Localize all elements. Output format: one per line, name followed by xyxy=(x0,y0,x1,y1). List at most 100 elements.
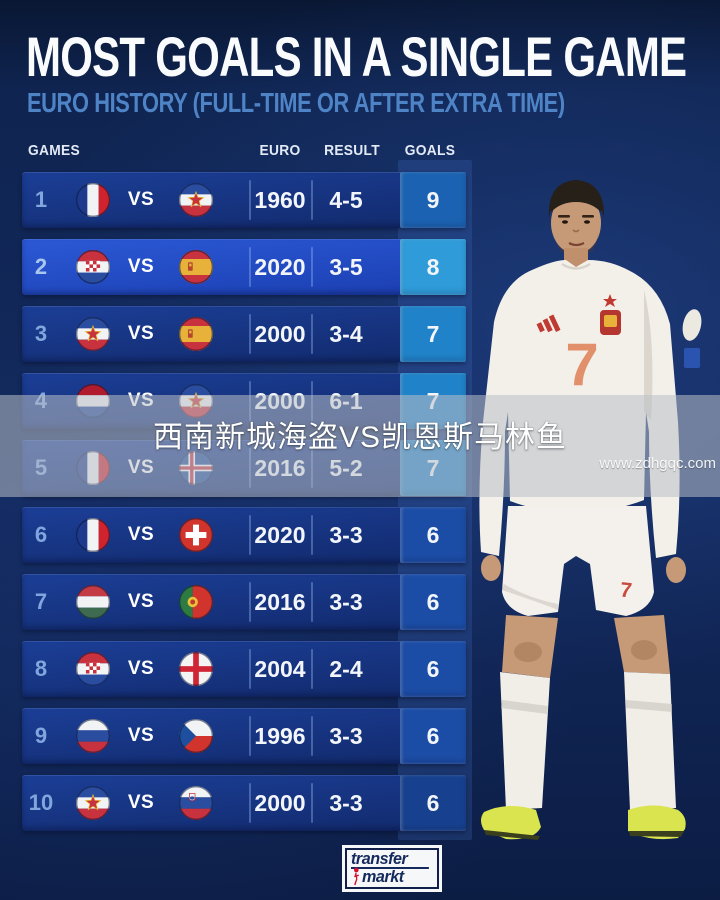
column-divider xyxy=(249,515,251,555)
table-row: 7 VS 2016 3-3 6 xyxy=(22,574,466,630)
vs-label: VS xyxy=(127,658,155,679)
column-divider xyxy=(311,515,313,555)
watermark-text: www.zdhgqc.com xyxy=(599,455,716,472)
flag-czech-icon xyxy=(179,719,213,753)
goals-value: 6 xyxy=(426,723,440,749)
rank-label: 8 xyxy=(34,656,48,681)
caption-overlay-band: 西南新城海盗VS凯恩斯马林鱼 www.zdhgqc.com xyxy=(0,395,720,497)
goals-cell: 6 xyxy=(400,708,466,764)
result-score: 3-4 xyxy=(329,321,363,347)
result-score: 3-3 xyxy=(329,723,363,749)
euro-year: 2020 xyxy=(254,254,306,280)
flag-spain-icon xyxy=(179,317,213,351)
boot-right xyxy=(628,805,686,840)
column-header-games: GAMES xyxy=(28,142,80,159)
column-divider xyxy=(311,582,313,622)
vs-label: VS xyxy=(127,323,155,344)
vs-label: VS xyxy=(127,189,155,210)
goals-value: 7 xyxy=(426,321,440,347)
goals-cell: 6 xyxy=(400,641,466,697)
column-divider xyxy=(249,582,251,622)
result-score: 4-5 xyxy=(329,187,363,213)
goals-cell: 6 xyxy=(400,507,466,563)
goals-cell: 6 xyxy=(400,775,466,831)
goals-value: 8 xyxy=(426,254,440,280)
table-row: 3 VS 2000 3-4 7 xyxy=(22,306,466,362)
vs-label: VS xyxy=(127,256,155,277)
logo-line2-text: markt xyxy=(362,867,404,886)
flag-yugoslavia-icon xyxy=(179,183,213,217)
page-subtitle: EURO HISTORY (FULL-TIME OR AFTER EXTRA T… xyxy=(27,87,565,118)
player-hair xyxy=(548,180,605,218)
goals-cell: 9 xyxy=(400,172,466,228)
vs-label: VS xyxy=(127,524,155,545)
sleeve-patch xyxy=(682,309,702,341)
flag-slovenia-icon xyxy=(179,786,213,820)
flag-croatia-icon xyxy=(76,652,110,686)
spain-crest-icon xyxy=(600,294,621,335)
table-row: 2 VS 2020 3-5 8 xyxy=(22,239,466,295)
logo-figure-icon xyxy=(354,867,359,886)
column-divider xyxy=(249,716,251,756)
result-score: 3-3 xyxy=(329,522,363,548)
result-score: 3-3 xyxy=(329,589,363,615)
column-divider xyxy=(249,649,251,689)
rank-label: 9 xyxy=(34,723,48,748)
column-header-result: RESULT xyxy=(324,142,380,159)
flag-france-icon xyxy=(76,518,110,552)
result-score: 2-4 xyxy=(329,656,363,682)
euro-year: 1960 xyxy=(254,187,306,213)
column-divider xyxy=(249,783,251,823)
column-divider xyxy=(311,783,313,823)
flag-switzerland-icon xyxy=(179,518,213,552)
page-title: MOST GOALS IN A SINGLE GAME xyxy=(26,25,687,88)
table-rows: 1 VS 1960 4-5 9 2 VS 2020 3-5 8 3 xyxy=(22,172,466,831)
table-row: 10 VS 2000 3-3 6 xyxy=(22,775,466,831)
column-divider xyxy=(249,180,251,220)
column-divider xyxy=(311,314,313,354)
rank-label: 7 xyxy=(34,589,48,614)
table-row: 6 VS 2020 3-3 6 xyxy=(22,507,466,563)
column-header-euro: EURO xyxy=(259,142,301,159)
flag-england-icon xyxy=(179,652,213,686)
euro-year: 1996 xyxy=(254,723,306,749)
logo-line2: markt xyxy=(354,867,429,886)
flag-spain-icon xyxy=(179,250,213,284)
column-divider xyxy=(311,649,313,689)
flag-russia-icon xyxy=(76,719,110,753)
table-row: 8 VS 2004 2-4 6 xyxy=(22,641,466,697)
column-divider xyxy=(311,716,313,756)
goals-value: 6 xyxy=(426,522,440,548)
column-divider xyxy=(311,247,313,287)
shirt-number: 7 xyxy=(565,331,598,398)
table-row: 9 VS 1996 3-3 6 xyxy=(22,708,466,764)
euro-year: 2020 xyxy=(254,522,306,548)
goals-value: 6 xyxy=(426,656,440,682)
rank-label: 3 xyxy=(34,321,48,346)
logo-line1: transfer xyxy=(351,850,429,869)
flag-croatia-icon xyxy=(76,250,110,284)
rank-label: 1 xyxy=(34,187,48,212)
euro-sleeve-patch-icon xyxy=(684,348,700,368)
rank-label: 6 xyxy=(34,522,48,547)
flag-portugal-icon xyxy=(179,585,213,619)
goals-cell: 6 xyxy=(400,574,466,630)
goals-value: 9 xyxy=(426,187,440,213)
column-divider xyxy=(249,247,251,287)
result-score: 3-3 xyxy=(329,790,363,816)
table-row: 1 VS 1960 4-5 9 xyxy=(22,172,466,228)
flag-france-icon xyxy=(76,183,110,217)
euro-year: 2016 xyxy=(254,589,306,615)
goals-value: 6 xyxy=(426,589,440,615)
euro-year: 2000 xyxy=(254,790,306,816)
shorts-number: 7 xyxy=(619,578,633,602)
flag-yugoslavia-icon xyxy=(76,317,110,351)
column-header-goals: GOALS xyxy=(404,142,456,159)
goals-cell: 8 xyxy=(400,239,466,295)
vs-label: VS xyxy=(127,725,155,746)
flag-yugoslavia-icon xyxy=(76,786,110,820)
euro-year: 2004 xyxy=(254,656,306,682)
overlay-caption-text: 西南新城海盗VS凯恩斯马林鱼 xyxy=(152,421,568,454)
column-divider xyxy=(249,314,251,354)
